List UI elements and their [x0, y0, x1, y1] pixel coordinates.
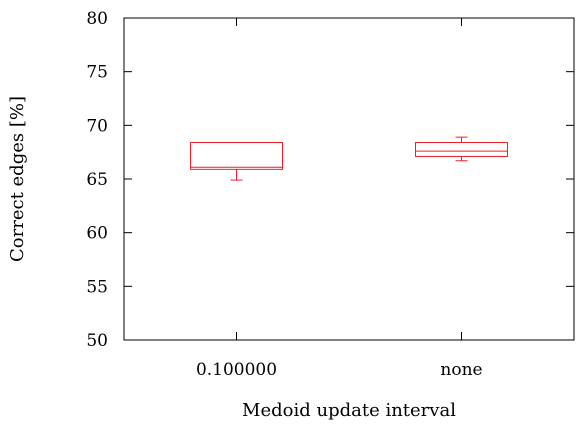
y-axis-label: Correct edges [%]	[7, 96, 28, 262]
y-tick-labels: 50 55 60 65 70 75 80	[86, 9, 108, 351]
box-iqr	[415, 142, 508, 157]
box-series	[190, 136, 508, 181]
y-tick-label: 80	[86, 9, 108, 29]
x-tick-label: 0.100000	[196, 360, 277, 380]
box-0	[190, 142, 283, 181]
x-tick-labels: 0.100000 none	[196, 360, 483, 380]
y-tick-label: 55	[86, 277, 108, 297]
axis-ticks	[124, 17, 574, 341]
y-tick-label: 70	[86, 116, 108, 136]
x-tick-label: none	[440, 360, 482, 380]
x-axis-label: Medoid update interval	[242, 400, 456, 421]
box-1	[415, 136, 508, 162]
y-tick-label: 75	[86, 63, 108, 83]
y-tick-label: 65	[86, 170, 108, 190]
plot-frame	[123, 17, 575, 341]
box-iqr	[190, 142, 283, 170]
y-tick-label: 60	[86, 224, 108, 244]
y-tick-label: 50	[86, 331, 108, 351]
